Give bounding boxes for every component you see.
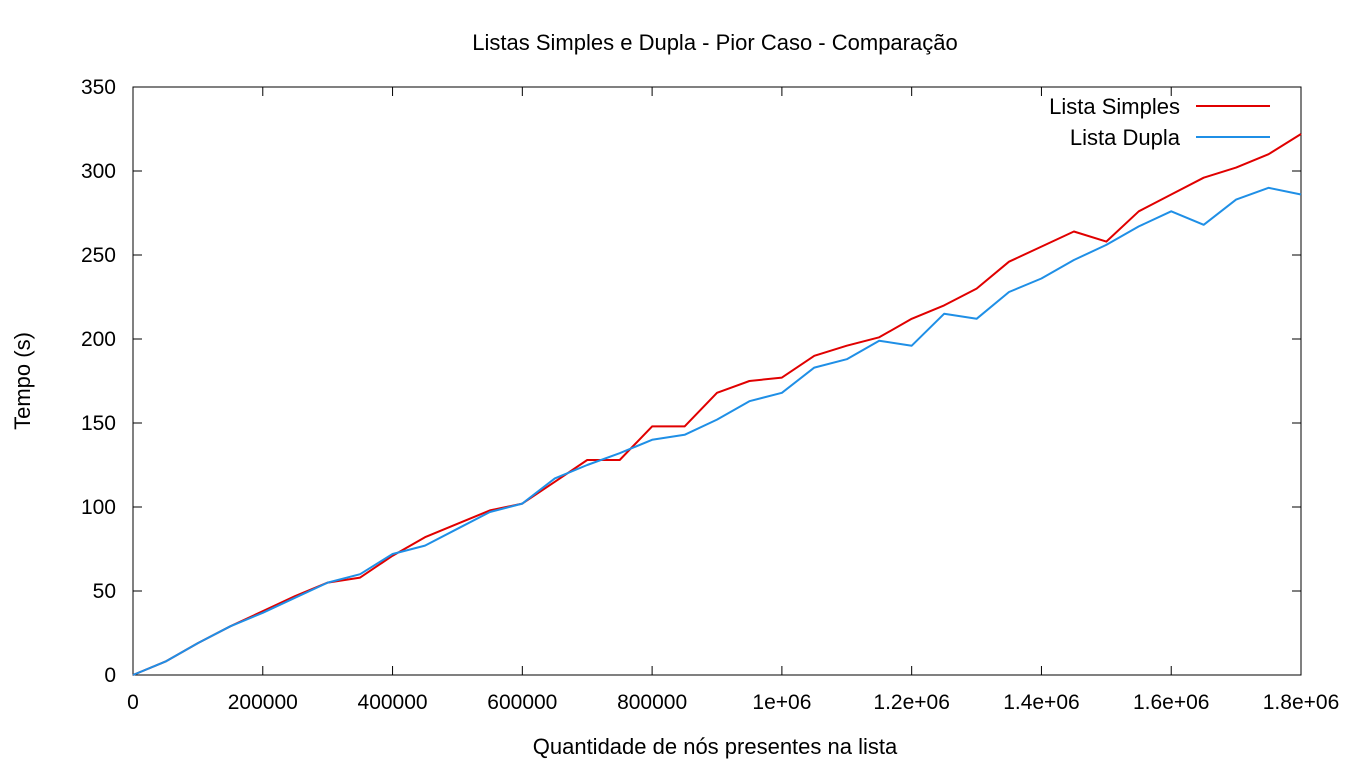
x-tick-label: 1.2e+06	[873, 691, 950, 714]
y-axis-title: Tempo (s)	[10, 332, 35, 430]
x-tick-label: 0	[127, 691, 139, 714]
legend-label-lista-simples: Lista Simples	[1049, 94, 1180, 119]
x-tick-label: 400000	[358, 691, 428, 714]
chart-title: Listas Simples e Dupla - Pior Caso - Com…	[472, 30, 957, 55]
x-tick-label: 1.4e+06	[1003, 691, 1080, 714]
x-axis-title: Quantidade de nós presentes na lista	[533, 734, 898, 759]
y-tick-label: 0	[104, 664, 116, 687]
x-tick-label: 1e+06	[752, 691, 811, 714]
legend-label-lista-dupla: Lista Dupla	[1070, 125, 1181, 150]
y-tick-label: 50	[93, 580, 116, 603]
x-tick-label: 600000	[487, 691, 557, 714]
x-tick-label: 800000	[617, 691, 687, 714]
y-tick-label: 300	[81, 160, 116, 183]
x-tick-label: 1.6e+06	[1133, 691, 1210, 714]
x-tick-label: 200000	[228, 691, 298, 714]
y-tick-label: 100	[81, 496, 116, 519]
x-tick-label: 1.8e+06	[1263, 691, 1340, 714]
series-lines	[132, 133, 1302, 676]
series-line-lista-dupla	[132, 186, 1302, 676]
y-tick-label: 150	[81, 412, 116, 435]
axis-ticks: 0 200000 400000 600000 800000 1e+06 1.2e+06 1.4…	[81, 76, 1339, 714]
y-tick-label: 350	[81, 76, 116, 99]
legend: Lista Simples Lista Dupla	[1049, 94, 1270, 150]
series-line-lista-simples	[132, 133, 1302, 676]
plot-frame	[132, 86, 1302, 676]
y-tick-label: 200	[81, 328, 116, 351]
y-tick-label: 250	[81, 244, 116, 267]
